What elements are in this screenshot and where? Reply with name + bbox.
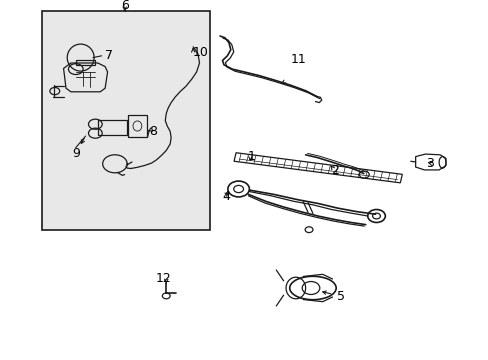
Text: 12: 12	[156, 273, 171, 285]
Text: 5: 5	[337, 291, 345, 303]
Text: 3: 3	[426, 157, 433, 170]
Text: 4: 4	[222, 190, 230, 203]
Bar	[76, 60, 95, 65]
Text: 1: 1	[247, 150, 255, 163]
Text: 7: 7	[105, 49, 113, 62]
Text: 6: 6	[121, 0, 128, 12]
Bar	[98, 120, 127, 135]
Text: 8: 8	[149, 125, 157, 138]
Bar	[128, 115, 146, 137]
Text: 9: 9	[72, 147, 80, 159]
Text: 11: 11	[290, 53, 306, 66]
Text: 10: 10	[193, 46, 208, 59]
Text: 2: 2	[330, 165, 338, 177]
Bar	[41, 11, 210, 230]
